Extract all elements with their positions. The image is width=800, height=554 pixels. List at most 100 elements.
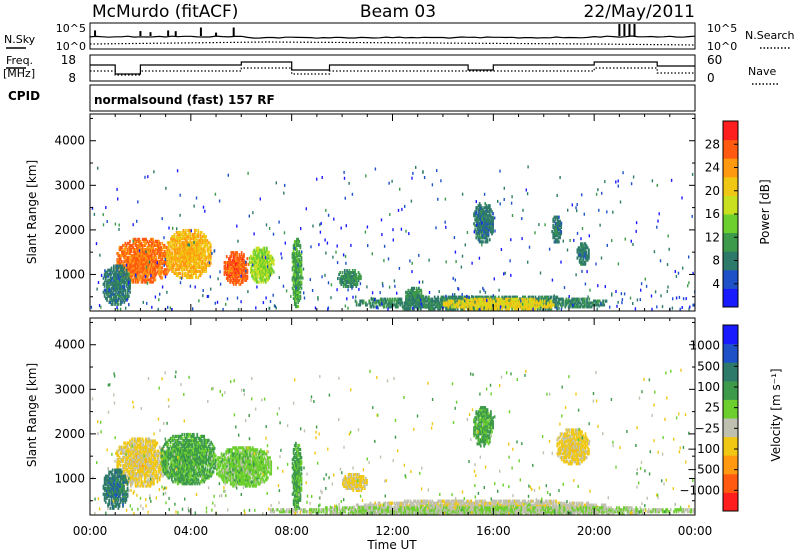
power-cell	[239, 276, 242, 280]
power-cell	[588, 297, 591, 301]
power-cell	[136, 254, 138, 258]
power-cell	[297, 270, 300, 274]
power-cell	[478, 299, 481, 303]
power-scatter-cell	[264, 256, 267, 260]
power-cell	[556, 217, 559, 221]
power-cell	[116, 266, 119, 270]
power-scatter-cell	[189, 284, 192, 288]
power-cell	[297, 304, 300, 309]
power-scatter-cell	[343, 170, 345, 174]
power-cell	[174, 267, 177, 271]
power-cell	[295, 248, 297, 252]
power-cell	[553, 219, 556, 223]
power-cell	[147, 264, 150, 268]
power-cell	[295, 243, 297, 248]
power-cell	[240, 257, 243, 261]
power-cell	[205, 265, 208, 269]
power-cell	[409, 294, 412, 298]
power-cell	[530, 297, 532, 301]
velocity-cell	[129, 455, 131, 459]
power-cell	[123, 282, 126, 286]
power-cell	[148, 243, 151, 248]
power-scatter-cell	[503, 198, 505, 201]
power-cell	[298, 243, 301, 248]
power-cell	[571, 301, 574, 305]
power-cell	[252, 260, 255, 264]
power-cell	[194, 271, 196, 275]
power-cell	[110, 280, 113, 284]
power-cell	[153, 268, 156, 272]
power-cell	[377, 299, 380, 303]
power-cell	[342, 282, 345, 286]
velocity-cell	[118, 445, 121, 449]
power-colorbar-segment	[723, 269, 738, 289]
power-cell	[462, 307, 465, 311]
power-cell	[354, 278, 356, 283]
power-cell	[405, 294, 407, 298]
power-cell	[543, 301, 546, 305]
power-cell	[229, 266, 232, 271]
power-cell	[292, 243, 295, 248]
power-cell	[504, 301, 507, 305]
power-cell	[256, 272, 259, 276]
power-scatter-cell	[682, 297, 685, 301]
power-cell	[139, 266, 142, 270]
power-cell	[126, 292, 129, 296]
power-cell	[118, 286, 121, 290]
power-cell	[462, 303, 465, 307]
power-cell	[291, 252, 294, 256]
power-cell	[233, 272, 236, 276]
power-scatter-cell	[114, 222, 117, 226]
power-cell	[125, 270, 128, 274]
power-cell	[200, 261, 203, 265]
power-cell	[510, 301, 513, 305]
power-cell	[126, 258, 129, 262]
power-cell	[503, 299, 506, 303]
power-cell	[511, 297, 514, 301]
power-cell	[208, 263, 211, 267]
power-cell	[516, 299, 519, 303]
power-cell	[540, 297, 543, 301]
power-cell	[293, 241, 296, 246]
power-cell	[191, 275, 194, 280]
power-scatter-cell	[321, 176, 323, 179]
power-cell	[395, 301, 398, 305]
power-cell	[483, 220, 486, 224]
power-cell	[552, 297, 555, 301]
n-sky-tick-top: 10^5	[56, 22, 86, 35]
power-cell	[207, 247, 210, 251]
power-cell	[167, 255, 170, 259]
power-cell	[127, 274, 130, 278]
velocity-cell	[129, 459, 131, 464]
power-cell	[581, 244, 583, 248]
power-colorbar-segment	[723, 158, 738, 178]
power-cell	[492, 224, 494, 228]
power-cell	[203, 247, 205, 251]
velocity-cell	[133, 441, 136, 445]
power-scatter-cell	[166, 290, 168, 294]
power-cell	[194, 237, 196, 241]
power-cell	[481, 214, 483, 218]
power-cell	[153, 266, 156, 270]
power-cell	[575, 297, 578, 301]
power-scatter-cell	[534, 231, 536, 235]
power-cell	[576, 248, 579, 252]
power-cell	[122, 280, 124, 284]
power-cell	[240, 259, 243, 263]
power-cell	[477, 222, 480, 226]
power-cell	[251, 260, 253, 264]
power-cell	[581, 242, 583, 246]
power-cell	[164, 268, 167, 272]
power-cell	[175, 247, 178, 251]
power-cell	[126, 252, 129, 256]
power-cell	[483, 214, 486, 218]
power-scatter-cell	[158, 298, 160, 302]
power-cell	[235, 272, 237, 276]
power-cell	[243, 255, 245, 259]
power-cell	[512, 295, 515, 299]
power-cell	[488, 303, 491, 307]
power-scatter-cell	[397, 208, 400, 212]
power-scatter-cell	[164, 275, 167, 279]
power-cell	[228, 270, 230, 274]
power-cell	[296, 274, 298, 278]
